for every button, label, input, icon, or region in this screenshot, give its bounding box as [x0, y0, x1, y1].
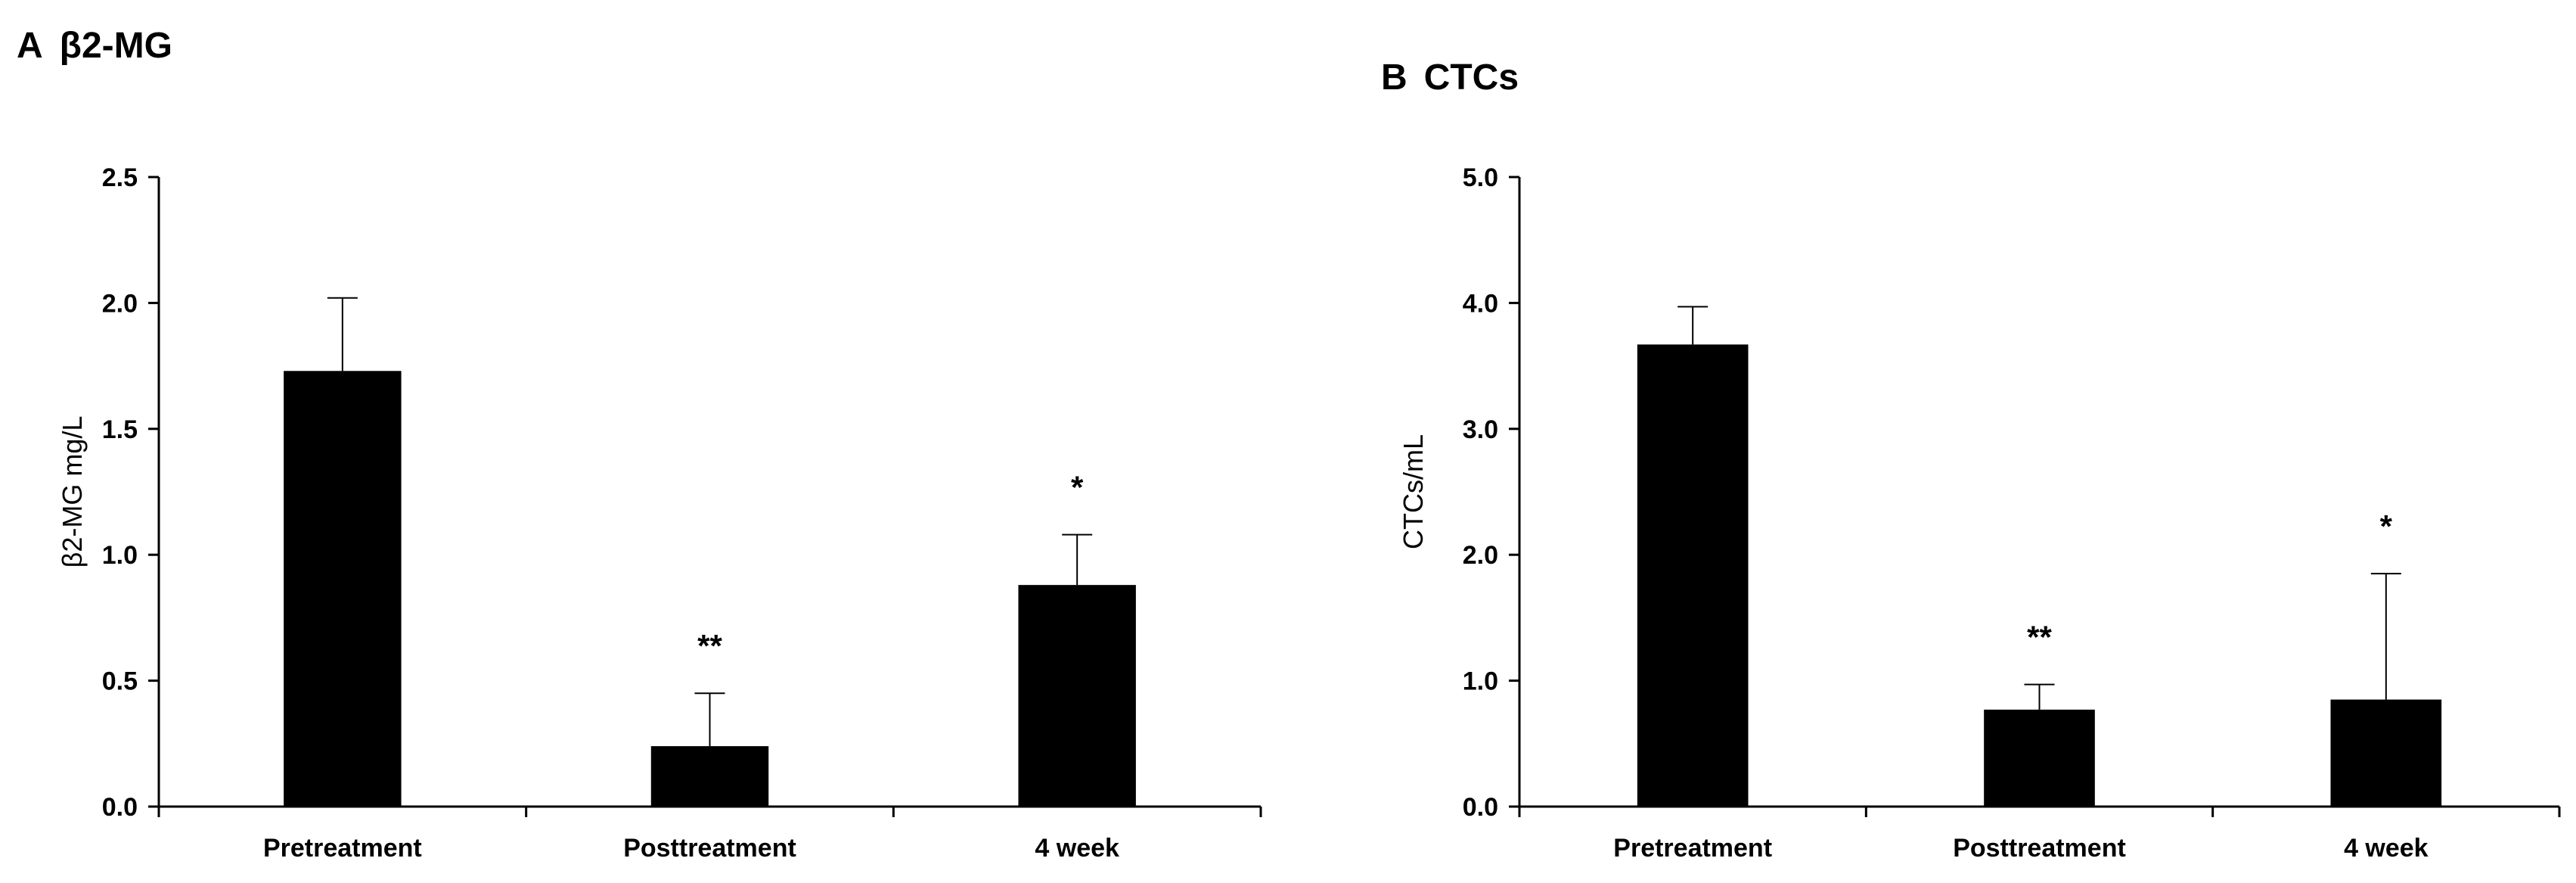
- panel-b-axes: 0.0 1.0 2.0 3.0 4.0 5.0 CTCs/mL Pretreatment ** P…: [1398, 163, 2561, 863]
- panel-a-bar: [650, 746, 769, 807]
- panel-b-title-text: CTCs: [1424, 58, 1519, 98]
- panel-a-label: A: [17, 26, 43, 66]
- panel-b-y-tick-label: 3.0: [1463, 415, 1498, 444]
- panel-b-category-label: Posttreatment: [1953, 834, 2126, 863]
- panel-a-y-tick-label: 0.5: [102, 667, 138, 696]
- panel-b-significance-marker: **: [2027, 620, 2052, 655]
- panel-a-y-tick-label: 0.0: [102, 793, 138, 822]
- panel-b: B CTCs 0.0 1.0 2.0 3.0 4.0 5.0 CTCs/mL Pretreatm…: [1381, 58, 2561, 863]
- panel-a-y-tick-label: 1.5: [102, 415, 138, 444]
- panel-b-y-axis-title: CTCs/mL: [1398, 434, 1429, 549]
- panel-a-category-label: Posttreatment: [623, 834, 796, 863]
- panel-b-category-label: Pretreatment: [1613, 834, 1772, 863]
- panel-a-y-tick-label: 1.0: [102, 541, 138, 570]
- panel-a-bar: [284, 371, 402, 807]
- panel-a-bar: [1018, 585, 1136, 807]
- panel-b-bar: [1984, 709, 2095, 807]
- panel-b-y-tick-label: 0.0: [1463, 793, 1498, 822]
- panel-a-y-axis-title: β2-MG mg/L: [57, 416, 88, 568]
- panel-b-significance-marker: *: [2380, 508, 2393, 544]
- panel-a-significance-marker: **: [697, 628, 722, 664]
- panel-a-category-label: Pretreatment: [263, 834, 422, 863]
- panel-a-axes: 0.0 0.5 1.0 1.5 2.0 2.5 β2-MG mg/L Pretreatment…: [57, 163, 1262, 863]
- panel-b-label: B: [1381, 58, 1407, 98]
- panel-b-bar: [1637, 344, 1749, 807]
- panel-a-significance-marker: *: [1071, 470, 1084, 505]
- panel-b-category-label: 4 week: [2344, 834, 2429, 863]
- panel-b-y-tick-label: 5.0: [1463, 163, 1498, 192]
- panel-b-bar: [2330, 699, 2442, 807]
- panel-b-y-tick-label: 4.0: [1463, 289, 1498, 318]
- panel-a-title-text: β2-MG: [60, 26, 172, 66]
- panel-b-title: B CTCs: [1381, 58, 1519, 98]
- panel-a-category-label: 4 week: [1035, 834, 1119, 863]
- panel-b-y-tick-label: 2.0: [1463, 541, 1498, 570]
- panel-b-y-tick-label: 1.0: [1463, 667, 1498, 696]
- panel-a-y-tick-label: 2.5: [102, 163, 138, 192]
- panel-a-y-tick-label: 2.0: [102, 289, 138, 318]
